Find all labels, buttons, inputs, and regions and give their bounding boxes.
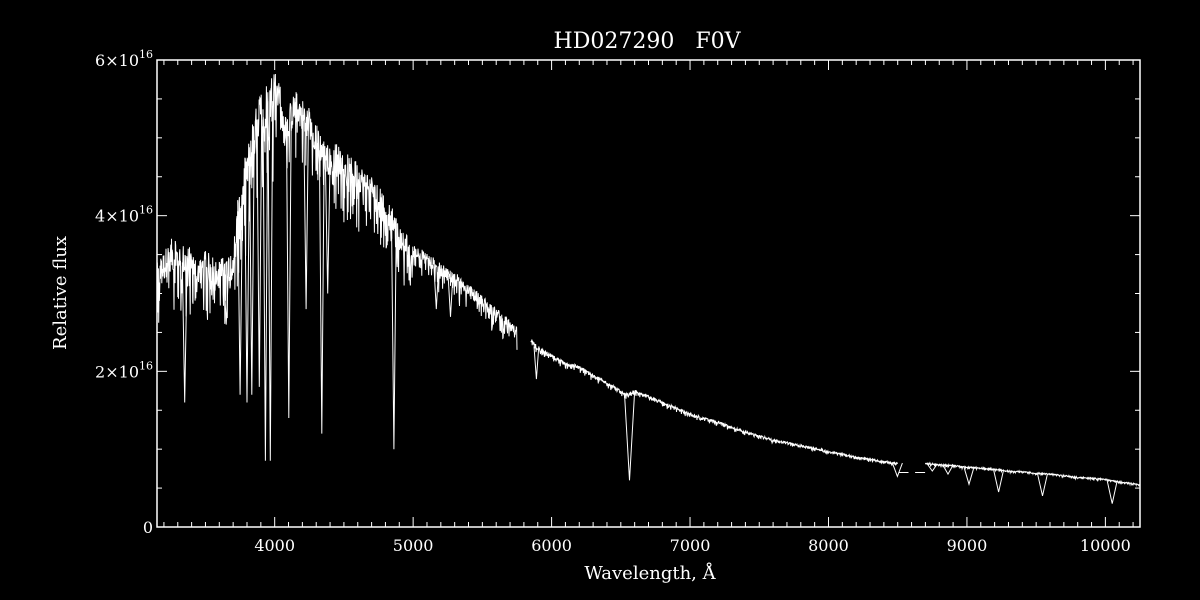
x-tick-label: 8000 <box>808 536 849 555</box>
absorption-line <box>624 393 635 481</box>
absorption-line <box>248 147 255 395</box>
y-tick-mantissa: 0 <box>143 518 153 537</box>
absorption-line <box>262 109 269 461</box>
y-tick-mantissa: 4×10 <box>95 207 139 226</box>
y-tick-exponent: 16 <box>139 359 153 372</box>
x-tick-label: 5000 <box>393 536 434 555</box>
absorption-line <box>433 266 440 310</box>
absorption-line <box>223 270 230 325</box>
absorption-line <box>267 101 274 461</box>
y-tick-exponent: 16 <box>139 48 153 61</box>
absorption-line <box>891 462 903 478</box>
absorption-line <box>324 158 331 294</box>
absorption-line <box>447 275 454 317</box>
absorption-line <box>926 463 938 472</box>
absorption-line <box>181 262 188 403</box>
absorption-line <box>1037 473 1048 497</box>
axis-ticks <box>157 59 1140 528</box>
y-axis-title: Relative flux <box>50 236 71 350</box>
absorption-line <box>256 119 263 387</box>
x-tick-label: 7000 <box>670 536 711 555</box>
x-tick-label: 10000 <box>1080 536 1131 555</box>
absorption-line <box>303 118 309 310</box>
spectrum-series <box>156 73 1141 504</box>
absorption-line <box>237 200 243 395</box>
y-tick-exponent: 16 <box>139 204 153 217</box>
y-tick-label: 0 <box>143 518 153 537</box>
absorption-line <box>285 121 292 419</box>
y-tick-label: 2×1016 <box>95 359 153 381</box>
spectrum-segment <box>924 461 1141 488</box>
absorption-line <box>993 469 1005 493</box>
absorption-line <box>318 150 325 434</box>
y-tick-mantissa: 6×10 <box>95 51 139 70</box>
chart-title: HD027290 F0V <box>554 29 742 54</box>
x-tick-label: 9000 <box>947 536 988 555</box>
x-tick-label: 6000 <box>531 536 572 555</box>
x-tick-label: 4000 <box>254 536 295 555</box>
y-tick-label: 4×1016 <box>95 204 153 226</box>
absorption-line <box>1106 480 1118 504</box>
spectrum-segment <box>156 73 518 350</box>
y-tick-label: 6×1016 <box>95 48 153 70</box>
absorption-line <box>942 464 954 476</box>
y-tick-mantissa: 2×10 <box>95 362 139 381</box>
x-axis-title: Wavelength, Å <box>584 562 716 584</box>
absorption-line <box>963 467 975 486</box>
absorption-line <box>391 223 397 450</box>
absorption-line <box>244 168 250 403</box>
spectrum-segment <box>530 339 899 467</box>
absorption-line <box>533 346 540 380</box>
x-tick-labels: 4000 5000 6000 7000 8000 9000 10000 <box>254 536 1131 555</box>
